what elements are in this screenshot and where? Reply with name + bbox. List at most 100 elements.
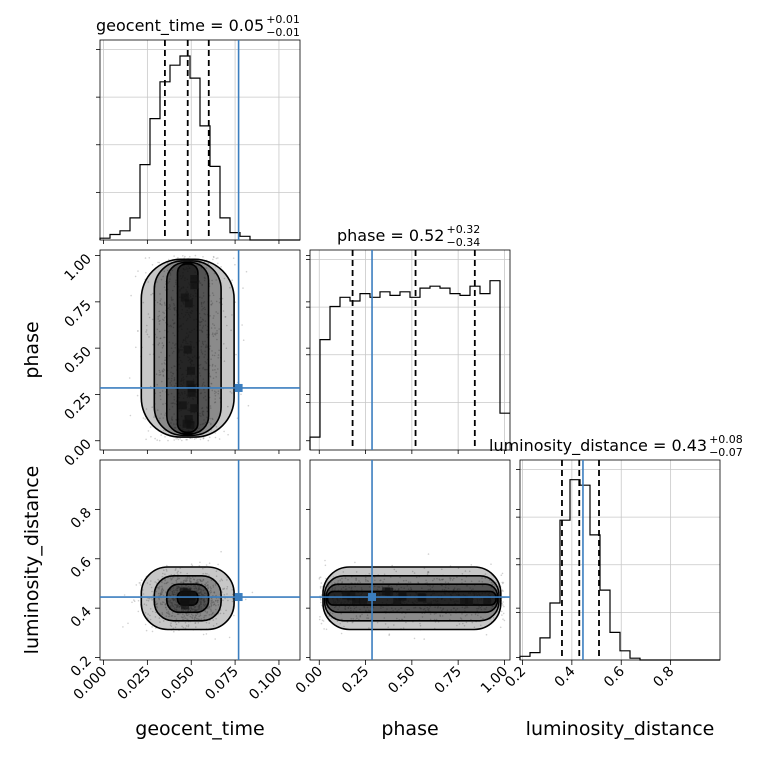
panel-geocent_time-vs-luminosity_distance-scatter [122,550,254,640]
scatter-point [331,612,334,615]
scatter-point [173,589,175,592]
scatter-point [190,607,193,610]
scatter-point [199,614,202,617]
scatter-point [376,588,379,591]
scatter-point [338,605,341,608]
scatter-point [161,304,163,306]
scatter-point [207,584,209,586]
scatter-point [159,391,161,394]
title-minus: −0.34 [446,236,480,249]
scatter-point [202,589,205,592]
density-layer [122,254,506,640]
scatter-point [219,580,221,582]
scatter-point [364,576,367,579]
scatter-point [198,356,201,358]
scatter-point [157,578,159,581]
scatter-point [184,579,186,581]
scatter-point [160,351,162,354]
scatter-point [414,606,417,609]
scatter-point [157,592,160,595]
scatter-point [202,383,204,385]
scatter-point [230,329,232,332]
scatter-point [341,581,344,583]
scatter-point [350,586,353,589]
scatter-point [211,302,214,305]
panel-geocent_time-vs-luminosity_distance-density [140,566,235,631]
scatter-point [502,590,504,592]
scatter-point [174,603,176,606]
scatter-point [215,608,217,611]
scatter-point [182,618,184,621]
scatter-point [137,330,139,332]
scatter-point [210,382,212,385]
density-cell [187,366,195,375]
scatter-point [157,318,159,320]
scatter-point [465,606,467,609]
scatter-point [197,581,199,584]
scatter-point [198,578,201,581]
scatter-point [326,613,328,615]
scatter-point [172,402,174,404]
scatter-point [164,579,166,582]
scatter-point [172,289,174,292]
scatter-point [144,257,147,259]
scatter-point [205,621,208,624]
scatter-point [145,629,148,632]
scatter-point [451,579,454,581]
scatter-point [201,318,204,321]
scatter-point [123,594,126,596]
scatter-point [156,606,158,609]
scatter-point [378,586,381,588]
scatter-point [355,606,357,608]
scatter-point [198,605,201,607]
scatter-point [400,586,403,589]
scatter-point [452,588,455,591]
scatter-point [392,609,394,612]
scatter-point [145,329,148,331]
title-main: geocent_time = 0.05 [96,16,264,36]
scatter-point [432,579,434,582]
scatter-point [210,604,213,606]
scatter-point [200,321,202,323]
scatter-point [461,573,464,575]
scatter-point [164,599,167,601]
scatter-point [427,553,430,555]
scatter-point [390,586,393,588]
scatter-point [204,583,206,586]
scatter-point [204,320,207,322]
scatter-point [464,615,467,617]
scatter-point [212,377,215,380]
scatter-point [199,602,202,605]
scatter-point [169,601,171,603]
scatter-point [171,602,173,604]
scatter-point [441,578,443,581]
scatter-point [415,576,418,579]
scatter-point [339,622,342,625]
scatter-point [165,582,167,585]
scatter-point [203,279,206,282]
scatter-point [200,597,203,600]
scatter-point [406,608,408,611]
scatter-point [202,578,205,581]
scatter-point [398,588,400,590]
density-cell [359,595,368,604]
scatter-point [171,590,173,593]
scatter-point [193,578,196,581]
scatter-point [443,589,446,591]
scatter-point [172,298,174,301]
scatter-point [166,262,169,264]
scatter-point [205,273,207,275]
scatter-point [177,621,180,624]
scatter-point [139,584,142,586]
scatter-point [201,411,204,413]
scatter-point [466,606,469,609]
scatter-point [200,267,203,269]
scatter-point [213,603,215,605]
scatter-point [197,612,199,615]
scatter-point [340,632,343,635]
scatter-point [332,576,335,578]
scatter-point [470,580,473,583]
scatter-point [167,282,169,284]
y-tick-label: 0.00 [61,436,94,469]
scatter-point [208,562,211,564]
